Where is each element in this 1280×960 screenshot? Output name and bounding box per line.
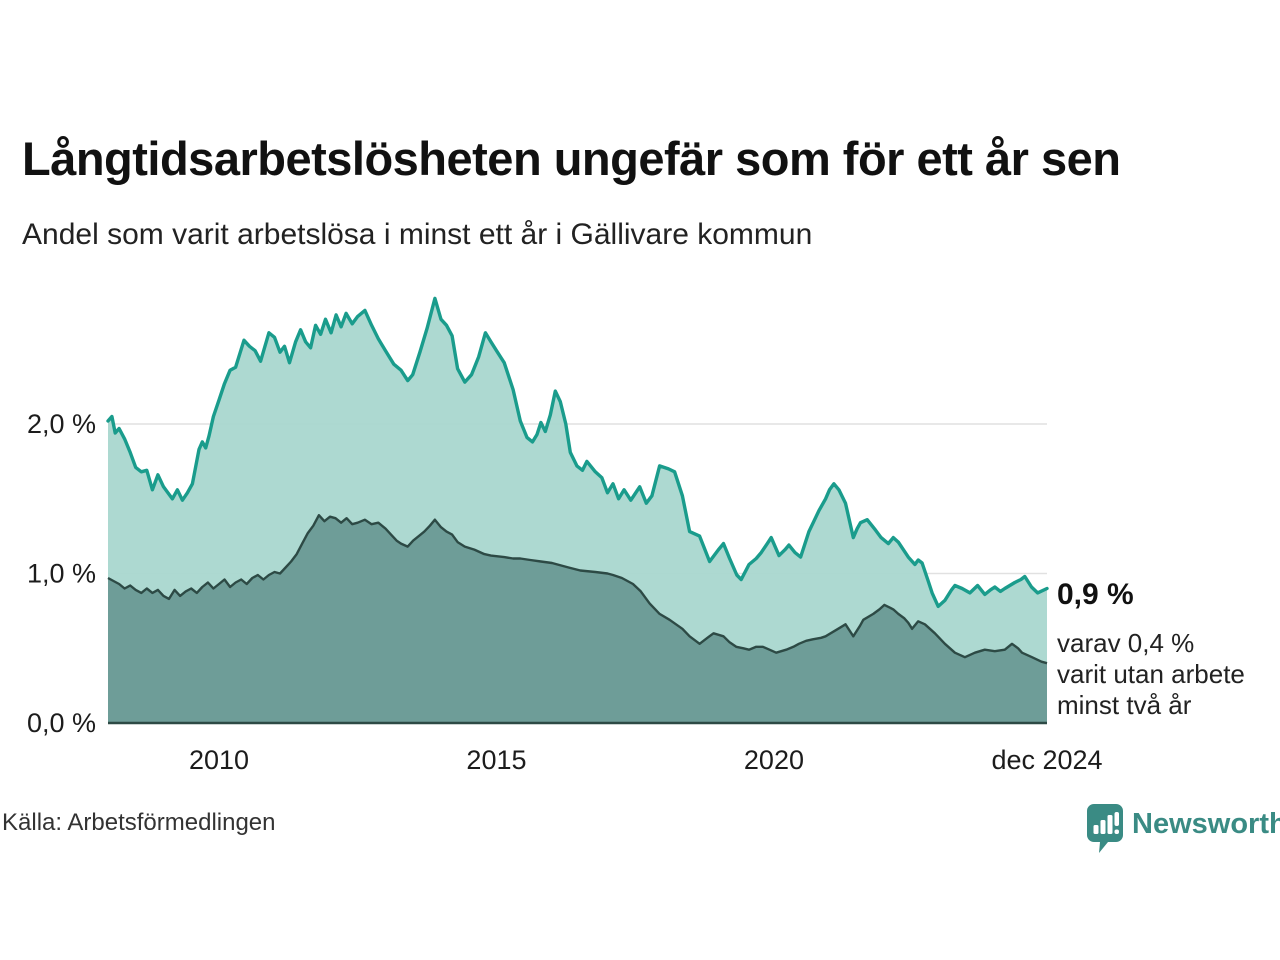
y-tick-label: 2,0 %: [27, 409, 96, 439]
x-tick-label: 2015: [466, 745, 526, 775]
x-tick-label: dec 2024: [991, 745, 1102, 775]
end-value-label: 0,9 %: [1057, 578, 1134, 611]
end-value-sublabel: varav 0,4 % varit utan arbete minst två …: [1057, 628, 1245, 721]
page-title: Långtidsarbetslösheten ungefär som för e…: [22, 132, 1121, 185]
line-2yr: [107, 514, 1048, 665]
area-2yr: [108, 515, 1047, 723]
source-attribution: Källa: Arbetsförmedlingen: [2, 809, 276, 836]
y-tick-label: 0,0 %: [27, 708, 96, 738]
chart-subtitle: Andel som varit arbetslösa i minst ett å…: [22, 218, 813, 251]
newsworthy-logo-text: Newsworthy: [1132, 808, 1280, 840]
x-tick-label: 2010: [189, 745, 249, 775]
line-1yr: [106, 296, 1049, 609]
y-tick-label: 1,0 %: [27, 559, 96, 589]
sublabel-line-1: varav 0,4 %: [1057, 628, 1195, 658]
newsworthy-bubble-chart-icon: [1087, 804, 1123, 853]
newsworthy-logo: Newsworthy: [1085, 802, 1280, 854]
sublabel-line-3: minst två år: [1057, 690, 1192, 720]
sublabel-line-2: varit utan arbete: [1057, 659, 1245, 689]
x-tick-label: 2020: [744, 745, 804, 775]
